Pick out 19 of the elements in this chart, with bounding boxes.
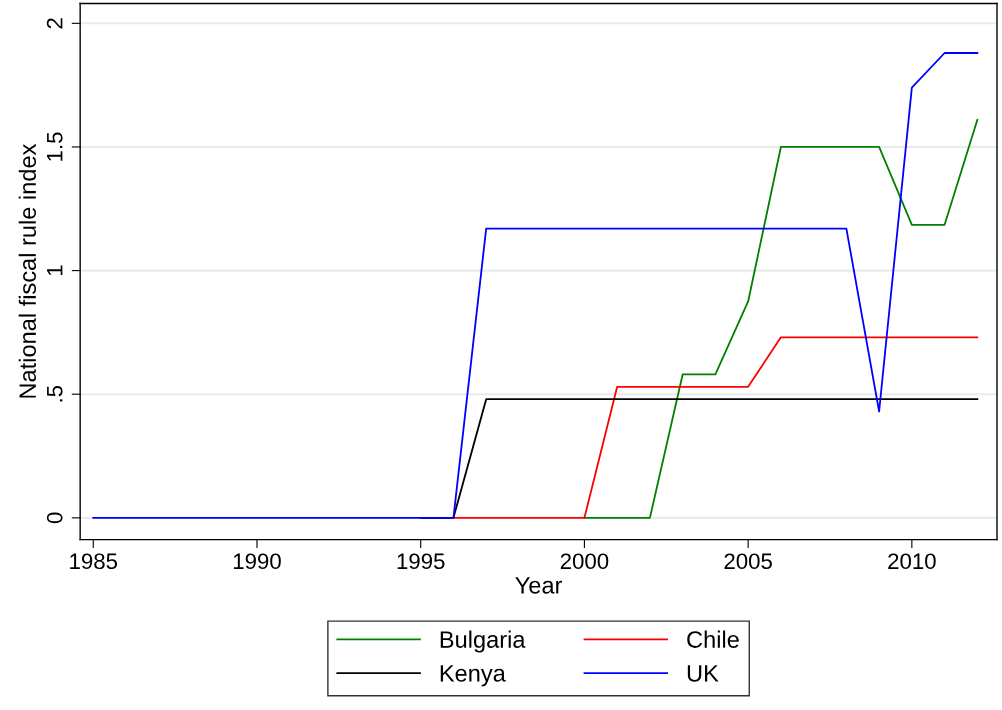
legend-label: Bulgaria — [440, 630, 526, 653]
legend-label: UK — [687, 665, 719, 682]
x-axis-title: Year — [515, 577, 563, 594]
legend-label: Kenya — [440, 665, 506, 687]
y-tick-label: 1 — [47, 265, 63, 276]
x-tick-label: 2000 — [560, 553, 609, 570]
line-series — [92, 52, 979, 519]
x-tick-label: 1995 — [397, 553, 445, 570]
y-axis-title: National fiscal rule index — [18, 143, 37, 398]
line-series — [583, 118, 979, 519]
legend-label: Chile — [687, 630, 739, 648]
x-tick-label: 2005 — [724, 553, 772, 570]
x-tick-label: 1985 — [70, 553, 118, 570]
x-tick-label: 1990 — [233, 553, 281, 570]
y-tick-label: .5 — [47, 385, 63, 402]
x-tick-label: 2010 — [888, 553, 936, 570]
y-tick-label: 2 — [46, 18, 63, 29]
y-tick-label: 1.5 — [47, 132, 63, 161]
y-tick-label: 0 — [46, 512, 63, 524]
